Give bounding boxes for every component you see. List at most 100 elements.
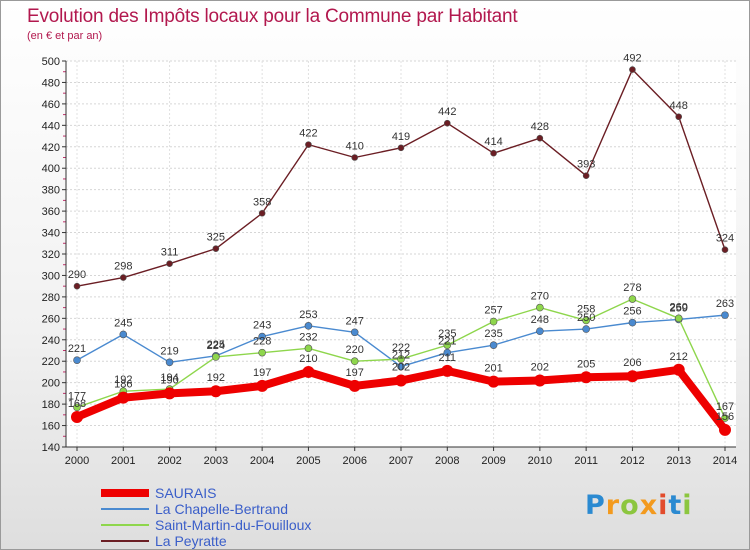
legend-item: La Peyratte xyxy=(101,533,361,549)
chart-subtitle: (en € et par an) xyxy=(27,30,103,42)
legend-swatch xyxy=(101,524,149,526)
series-point xyxy=(675,113,683,121)
series-point xyxy=(487,375,500,388)
data-label: 197 xyxy=(346,367,364,379)
series-point xyxy=(582,172,590,180)
data-labels: 290 298 311 325 358 422 410 419 442 414 428 393 492 4… xyxy=(68,53,734,423)
series-point xyxy=(163,387,176,400)
legend-label: La Peyratte xyxy=(155,533,227,549)
data-label: 232 xyxy=(299,331,317,343)
x-tick-label: 2014 xyxy=(713,455,737,467)
data-label: 190 xyxy=(160,374,178,386)
data-label: 192 xyxy=(207,372,225,384)
x-tick-label: 2006 xyxy=(342,455,366,467)
legend-swatch xyxy=(101,489,149,497)
data-label: 324 xyxy=(716,233,734,245)
series-point xyxy=(674,314,683,323)
data-label: 256 xyxy=(623,306,641,318)
series-point xyxy=(395,374,407,387)
data-label: 245 xyxy=(114,317,132,329)
y-tick-label: 220 xyxy=(42,356,60,368)
data-label: 243 xyxy=(253,320,271,332)
data-label: 235 xyxy=(484,328,502,340)
series-point xyxy=(302,365,315,378)
x-tick-label: 2010 xyxy=(528,455,552,467)
data-label: 325 xyxy=(207,232,225,244)
data-label: 393 xyxy=(577,159,595,171)
series-point xyxy=(719,423,731,436)
series-point xyxy=(721,311,729,319)
legend-label: SAURAIS xyxy=(155,485,217,501)
data-label: 290 xyxy=(68,269,86,281)
data-label: 263 xyxy=(716,298,734,310)
series-point xyxy=(443,341,452,349)
data-label: 192 xyxy=(114,374,132,386)
line-chart: 140 160 180 200 220 240 260 280 300 320 340 360 380 4… xyxy=(42,53,738,467)
series-point xyxy=(119,330,128,339)
data-label: 257 xyxy=(484,305,502,317)
x-tick-label: 2009 xyxy=(481,455,505,467)
legend-item: SAURAIS xyxy=(101,485,361,501)
series-point xyxy=(536,134,544,142)
series-point xyxy=(304,322,313,330)
y-tick-label: 200 xyxy=(42,378,60,390)
y-tick-label: 180 xyxy=(42,399,60,411)
data-label: 258 xyxy=(577,303,595,315)
data-label: 202 xyxy=(392,362,410,374)
y-tick-label: 140 xyxy=(42,442,60,454)
series-point xyxy=(350,328,359,337)
series-point xyxy=(397,144,405,152)
series-point xyxy=(443,348,452,357)
series-point xyxy=(258,348,266,357)
series-point xyxy=(672,363,685,376)
x-tick-label: 2003 xyxy=(204,455,228,467)
series-point xyxy=(628,295,637,303)
data-label: 311 xyxy=(161,247,179,259)
series-point xyxy=(165,358,174,367)
series-point xyxy=(629,66,636,73)
y-tick-label: 320 xyxy=(42,249,60,261)
y-tick-label: 460 xyxy=(42,99,60,111)
y-tick-label: 360 xyxy=(42,206,60,218)
series-point xyxy=(582,316,590,325)
series-point xyxy=(212,353,220,361)
data-label: 219 xyxy=(160,345,178,357)
series-point xyxy=(443,119,451,127)
series-point xyxy=(305,141,312,148)
data-label: 250 xyxy=(577,312,595,324)
data-label: 492 xyxy=(623,53,641,65)
series-point xyxy=(117,391,130,404)
y-tick-label: 340 xyxy=(42,228,60,240)
y-tick-label: 380 xyxy=(42,185,60,197)
y-tick-label: 300 xyxy=(42,270,60,282)
legend-label: Saint-Martin-du-Fouilloux xyxy=(155,517,312,533)
x-tick-label: 2005 xyxy=(296,455,320,467)
y-tick-label: 260 xyxy=(42,313,60,325)
data-label: 221 xyxy=(438,336,456,348)
data-label: 448 xyxy=(670,100,688,112)
series-point xyxy=(256,379,269,392)
data-label: 212 xyxy=(392,350,410,362)
series-point xyxy=(536,303,544,312)
series-layer xyxy=(71,66,731,436)
data-label: 410 xyxy=(346,141,364,153)
axes: 140 160 180 200 220 240 260 280 300 320 340 360 380 4… xyxy=(42,56,738,467)
series-point xyxy=(166,260,173,267)
data-label: 212 xyxy=(670,351,688,363)
series-point xyxy=(119,274,127,281)
x-tick-label: 2004 xyxy=(250,455,274,467)
series-point xyxy=(533,374,546,387)
data-label: 422 xyxy=(299,128,317,140)
data-label: 235 xyxy=(438,328,456,340)
proxiti-logo: Proxiti xyxy=(585,490,693,521)
series-point xyxy=(258,332,266,341)
chart-title: Evolution des Impôts locaux pour la Comm… xyxy=(27,6,518,27)
series-point xyxy=(489,317,498,326)
series-point xyxy=(73,282,81,290)
data-label: 201 xyxy=(484,363,502,375)
series-point xyxy=(441,364,454,377)
legend-swatch xyxy=(101,540,149,542)
data-label: 248 xyxy=(531,314,549,326)
series-point xyxy=(397,362,405,371)
